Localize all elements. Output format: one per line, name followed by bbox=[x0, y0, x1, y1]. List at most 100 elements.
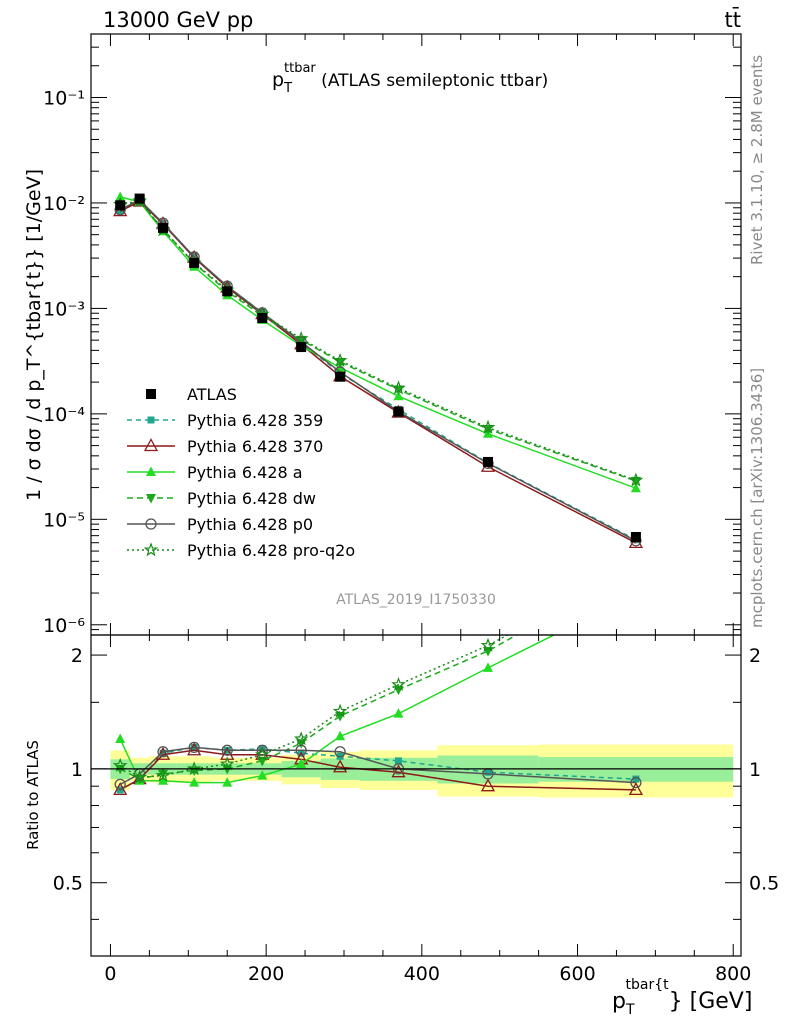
series-2-point-top bbox=[630, 482, 641, 493]
x-axis-label: pTtbar{t} [GeV] bbox=[612, 977, 752, 1018]
series-5-point-top bbox=[628, 472, 644, 487]
legend-entry: Pythia 6.428 359 bbox=[127, 411, 323, 430]
series-2-point-ratio bbox=[115, 733, 126, 743]
series-2-point-ratio bbox=[257, 770, 268, 780]
atlas-point bbox=[158, 222, 169, 233]
series-3-point-ratio bbox=[158, 769, 169, 780]
legend-marker bbox=[146, 494, 156, 504]
atlas-point bbox=[483, 456, 494, 467]
series-4-point-ratio bbox=[157, 746, 169, 758]
series-5-point-ratio bbox=[219, 756, 235, 771]
atlas-point bbox=[222, 286, 233, 297]
atlas-data-points bbox=[115, 193, 641, 542]
series-5-point-ratio bbox=[155, 767, 171, 782]
series-2-point-ratio bbox=[393, 708, 404, 718]
atlas-point bbox=[115, 200, 126, 211]
series-2-point-ratio bbox=[189, 777, 200, 787]
series-5-point-ratio bbox=[293, 731, 309, 746]
legend-label: Pythia 6.428 dw bbox=[187, 489, 316, 508]
legend-marker bbox=[143, 542, 159, 557]
series-5-point-top bbox=[293, 330, 309, 346]
series-5-point-top bbox=[332, 353, 348, 367]
series-1-point-ratio bbox=[187, 742, 202, 756]
series-2-point-ratio bbox=[631, 589, 641, 599]
x-tick-label: 400 bbox=[404, 963, 440, 985]
series-3-line-top bbox=[120, 200, 637, 482]
series-4-point-ratio bbox=[114, 778, 126, 791]
legend-label: Pythia 6.428 359 bbox=[187, 411, 323, 430]
atlas-point bbox=[257, 313, 268, 324]
series-4-point-ratio bbox=[221, 744, 233, 756]
series-5-point-ratio bbox=[112, 757, 128, 772]
y-tick-label-top: 10⁻¹ bbox=[43, 87, 85, 109]
x-tick-label: 800 bbox=[715, 963, 751, 985]
legend-marker bbox=[145, 518, 157, 530]
atlas-point bbox=[296, 342, 307, 353]
series-1-point-ratio bbox=[333, 759, 348, 773]
energy-label: 13000 GeV pp bbox=[103, 8, 253, 32]
legend-label: Pythia 6.428 pro-q2o bbox=[187, 541, 355, 560]
legend-entry: Pythia 6.428 p0 bbox=[127, 515, 313, 534]
series-0-point-ratio bbox=[484, 768, 492, 776]
series-4-line-top bbox=[119, 199, 637, 542]
series-0-point-ratio bbox=[394, 757, 402, 765]
series-5-point-ratio bbox=[630, 560, 641, 571]
x-tick-label: 600 bbox=[559, 963, 595, 985]
x-tick-label: 0 bbox=[104, 963, 116, 985]
atlas-point bbox=[335, 371, 346, 382]
y-tick-label-ratio-left: 1 bbox=[71, 759, 83, 781]
series-3-line-ratio bbox=[119, 635, 519, 780]
series-1-point-ratio bbox=[628, 782, 644, 796]
legend-marker bbox=[146, 466, 156, 476]
legend-marker bbox=[147, 416, 155, 424]
y-axis-label-bottom: Ratio to ATLAS bbox=[24, 740, 42, 850]
legend-entry: Pythia 6.428 pro-q2o bbox=[127, 541, 355, 560]
legend: ATLAS Pythia 6.428 359 Pythia 6.428 370 Pyt… bbox=[127, 385, 355, 560]
series-4-point-ratio bbox=[334, 746, 346, 758]
series-0-point-ratio bbox=[632, 775, 640, 783]
legend-label: ATLAS bbox=[187, 385, 237, 404]
series-5-point-ratio bbox=[254, 746, 270, 762]
series-5-point-top bbox=[391, 380, 406, 395]
series-5-line-top bbox=[120, 200, 637, 481]
series-5-point-ratio bbox=[132, 769, 148, 784]
y-tick-label-top: 10⁻⁵ bbox=[43, 509, 85, 531]
watermark: ATLAS_2019_I1750330 bbox=[336, 592, 496, 608]
y-axis-label-top: 1 / σ dσ / d p_T^{tbar{t}} [1/GeV] bbox=[23, 169, 45, 501]
series-4-point-ratio bbox=[295, 744, 307, 756]
y-tick-label-ratio-right: 1 bbox=[749, 759, 761, 781]
y-tick-label-ratio-right: 0.5 bbox=[749, 873, 779, 895]
series-5-point-ratio bbox=[391, 676, 406, 691]
series-0-line-top bbox=[119, 200, 637, 541]
series-1-point-ratio bbox=[391, 764, 406, 778]
atlas-point bbox=[393, 406, 404, 417]
series-2-point-ratio bbox=[335, 730, 346, 741]
legend-label: Pythia 6.428 p0 bbox=[187, 515, 313, 534]
atlas-point bbox=[189, 257, 200, 268]
series-4-point-ratio bbox=[630, 776, 642, 789]
legend-label: Pythia 6.428 a bbox=[187, 463, 303, 482]
series-2-point-ratio bbox=[483, 662, 494, 672]
y-tick-label-top: 10⁻² bbox=[43, 193, 85, 215]
y-tick-label-ratio-right: 2 bbox=[749, 645, 761, 667]
series-5-point-ratio bbox=[480, 637, 496, 652]
ratio-panel-lines bbox=[112, 560, 644, 796]
series-5-point-ratio bbox=[186, 761, 202, 776]
x-tick-label: 200 bbox=[248, 963, 284, 985]
y-tick-label-ratio-left: 0.5 bbox=[53, 873, 83, 895]
y-tick-label-top: 10⁻⁶ bbox=[43, 615, 85, 637]
series-2-point-top bbox=[393, 390, 404, 401]
series-2-point-top bbox=[115, 191, 126, 201]
series-1-point-ratio bbox=[480, 778, 496, 792]
legend-entry: Pythia 6.428 dw bbox=[127, 489, 316, 508]
ratio-panel-frame bbox=[90, 634, 742, 957]
process-label: tt̄ bbox=[725, 7, 741, 32]
legend-entry: Pythia 6.428 370 bbox=[127, 437, 323, 456]
legend-label: Pythia 6.428 370 bbox=[187, 437, 323, 456]
series-5-point-ratio bbox=[332, 703, 348, 718]
y-tick-label-top: 10⁻⁴ bbox=[43, 404, 85, 426]
atlas-point bbox=[630, 531, 641, 542]
series-2-point-ratio bbox=[222, 777, 233, 787]
series-4-point-ratio bbox=[256, 744, 268, 756]
